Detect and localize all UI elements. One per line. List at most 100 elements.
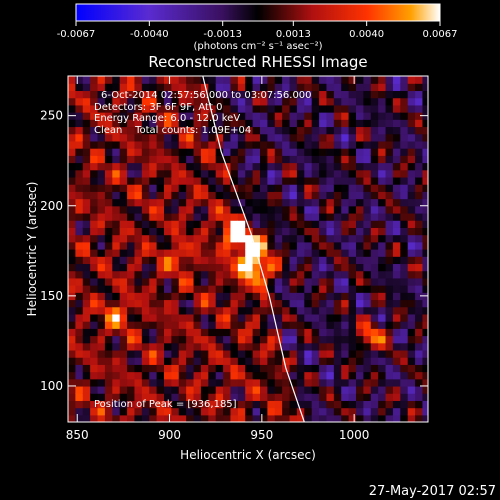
heatmap-pixel [104,371,113,380]
heatmap-pixel [319,357,328,365]
heatmap-pixel [415,407,424,416]
heatmap-pixel [311,90,320,99]
heatmap-pixel [119,364,128,373]
heatmap-pixel [119,249,128,257]
heatmap-pixel [141,83,150,92]
heatmap-pixel [400,285,409,293]
heatmap-pixel [415,126,424,135]
heatmap-pixel [171,393,180,401]
heatmap-pixel [304,371,313,380]
heatmap-pixel [370,119,379,128]
solar-limb-line [202,76,305,422]
heatmap-pixel [141,97,150,106]
heatmap-pixel [193,176,202,185]
heatmap-pixel [333,313,342,322]
heatmap-pixel [112,155,121,164]
heatmap-pixel [127,299,136,308]
heatmap-pixel [326,133,335,142]
heatmap-pixel [252,169,261,178]
heatmap-pixel [274,321,283,329]
heatmap-pixel [245,97,254,106]
heatmap-pixel [237,241,246,250]
heatmap-pixel [252,270,261,279]
heatmap-pixel [68,140,76,149]
heatmap-pixel [141,119,150,128]
heatmap-pixel [378,342,387,351]
heatmap-pixel [274,313,283,322]
heatmap-pixel [223,176,232,185]
heatmap-pixel [156,414,165,422]
heatmap-pixel [385,76,394,84]
heatmap-pixel [97,169,106,178]
heatmap-pixel [370,205,379,214]
heatmap-pixel [422,407,428,416]
heatmap-pixel [296,277,305,286]
heatmap-pixel [385,270,394,279]
heatmap-pixel [134,140,143,149]
heatmap-pixel [134,169,143,178]
heatmap-pixel [141,285,150,293]
heatmap-pixel [149,90,158,99]
heatmap-pixel [156,76,165,84]
heatmap-pixel [82,277,91,286]
heatmap-pixel [200,400,209,409]
heatmap-pixel [319,90,328,99]
heatmap-pixel [75,357,84,365]
heatmap-pixel [311,321,320,329]
heatmap-pixel [230,133,239,142]
heatmap-pixel [400,277,409,286]
heatmap-pixel [252,133,261,142]
heatmap-pixel [407,393,416,401]
heatmap-pixel [385,299,394,308]
heatmap-pixel [186,220,195,228]
heatmap-pixel [164,162,172,171]
heatmap-pixel [289,292,298,301]
heatmap-pixel [333,205,342,214]
heatmap-pixel [267,90,276,99]
heatmap-pixel [82,313,91,322]
heatmap-pixel [407,169,416,178]
heatmap-pixel [415,198,424,207]
heatmap-pixel [230,76,239,84]
heatmap-pixel [90,321,99,329]
heatmap-pixel [282,335,291,344]
heatmap-pixel [223,205,232,214]
heatmap-pixel [304,277,313,286]
heatmap-pixel [378,148,387,156]
heatmap-pixel [178,400,187,409]
heatmap-pixel [237,155,246,164]
heatmap-pixel [134,126,143,135]
heatmap-pixel [392,234,401,243]
heatmap-pixel [223,371,232,380]
heatmap-pixel [289,364,298,373]
heatmap-pixel [171,234,180,243]
heatmap-pixel [356,191,364,200]
heatmap-pixel [134,212,143,221]
heatmap-pixel [68,227,76,236]
heatmap-pixel [282,234,291,243]
heatmap-pixel [112,191,121,200]
heatmap-pixel [400,227,409,236]
heatmap-pixel [193,393,202,401]
heatmap-pixel [237,169,246,178]
heatmap-pixel [326,378,335,387]
heatmap-pixel [112,270,121,279]
heatmap-pixel [215,198,224,207]
heatmap-pixel [296,83,305,92]
heatmap-pixel [141,90,150,99]
heatmap-pixel [274,140,283,149]
heatmap-pixel [178,169,187,178]
heatmap-pixel [200,407,209,416]
heatmap-pixel [178,148,187,156]
heatmap-pixel [127,234,136,243]
heatmap-pixel [127,342,136,351]
heatmap-pixel [164,83,172,92]
heatmap-pixel [267,97,276,106]
heatmap-pixel [112,104,121,113]
heatmap-pixel [326,191,335,200]
heatmap-pixel [230,378,239,387]
heatmap-pixel [112,133,121,142]
heatmap-pixel [186,227,195,236]
heatmap-pixel [171,364,180,373]
heatmap-pixel [156,176,165,185]
